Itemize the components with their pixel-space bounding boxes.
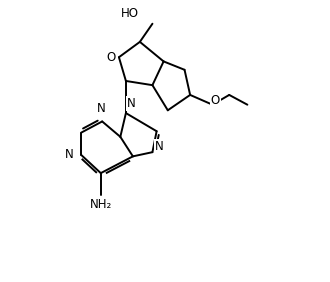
Text: O: O (107, 51, 116, 64)
Text: N: N (96, 102, 105, 115)
Text: N: N (155, 140, 164, 153)
Text: HO: HO (120, 7, 139, 21)
Text: O: O (211, 94, 220, 107)
Text: N: N (65, 148, 73, 162)
Text: N: N (127, 97, 136, 110)
Text: NH₂: NH₂ (90, 198, 112, 211)
